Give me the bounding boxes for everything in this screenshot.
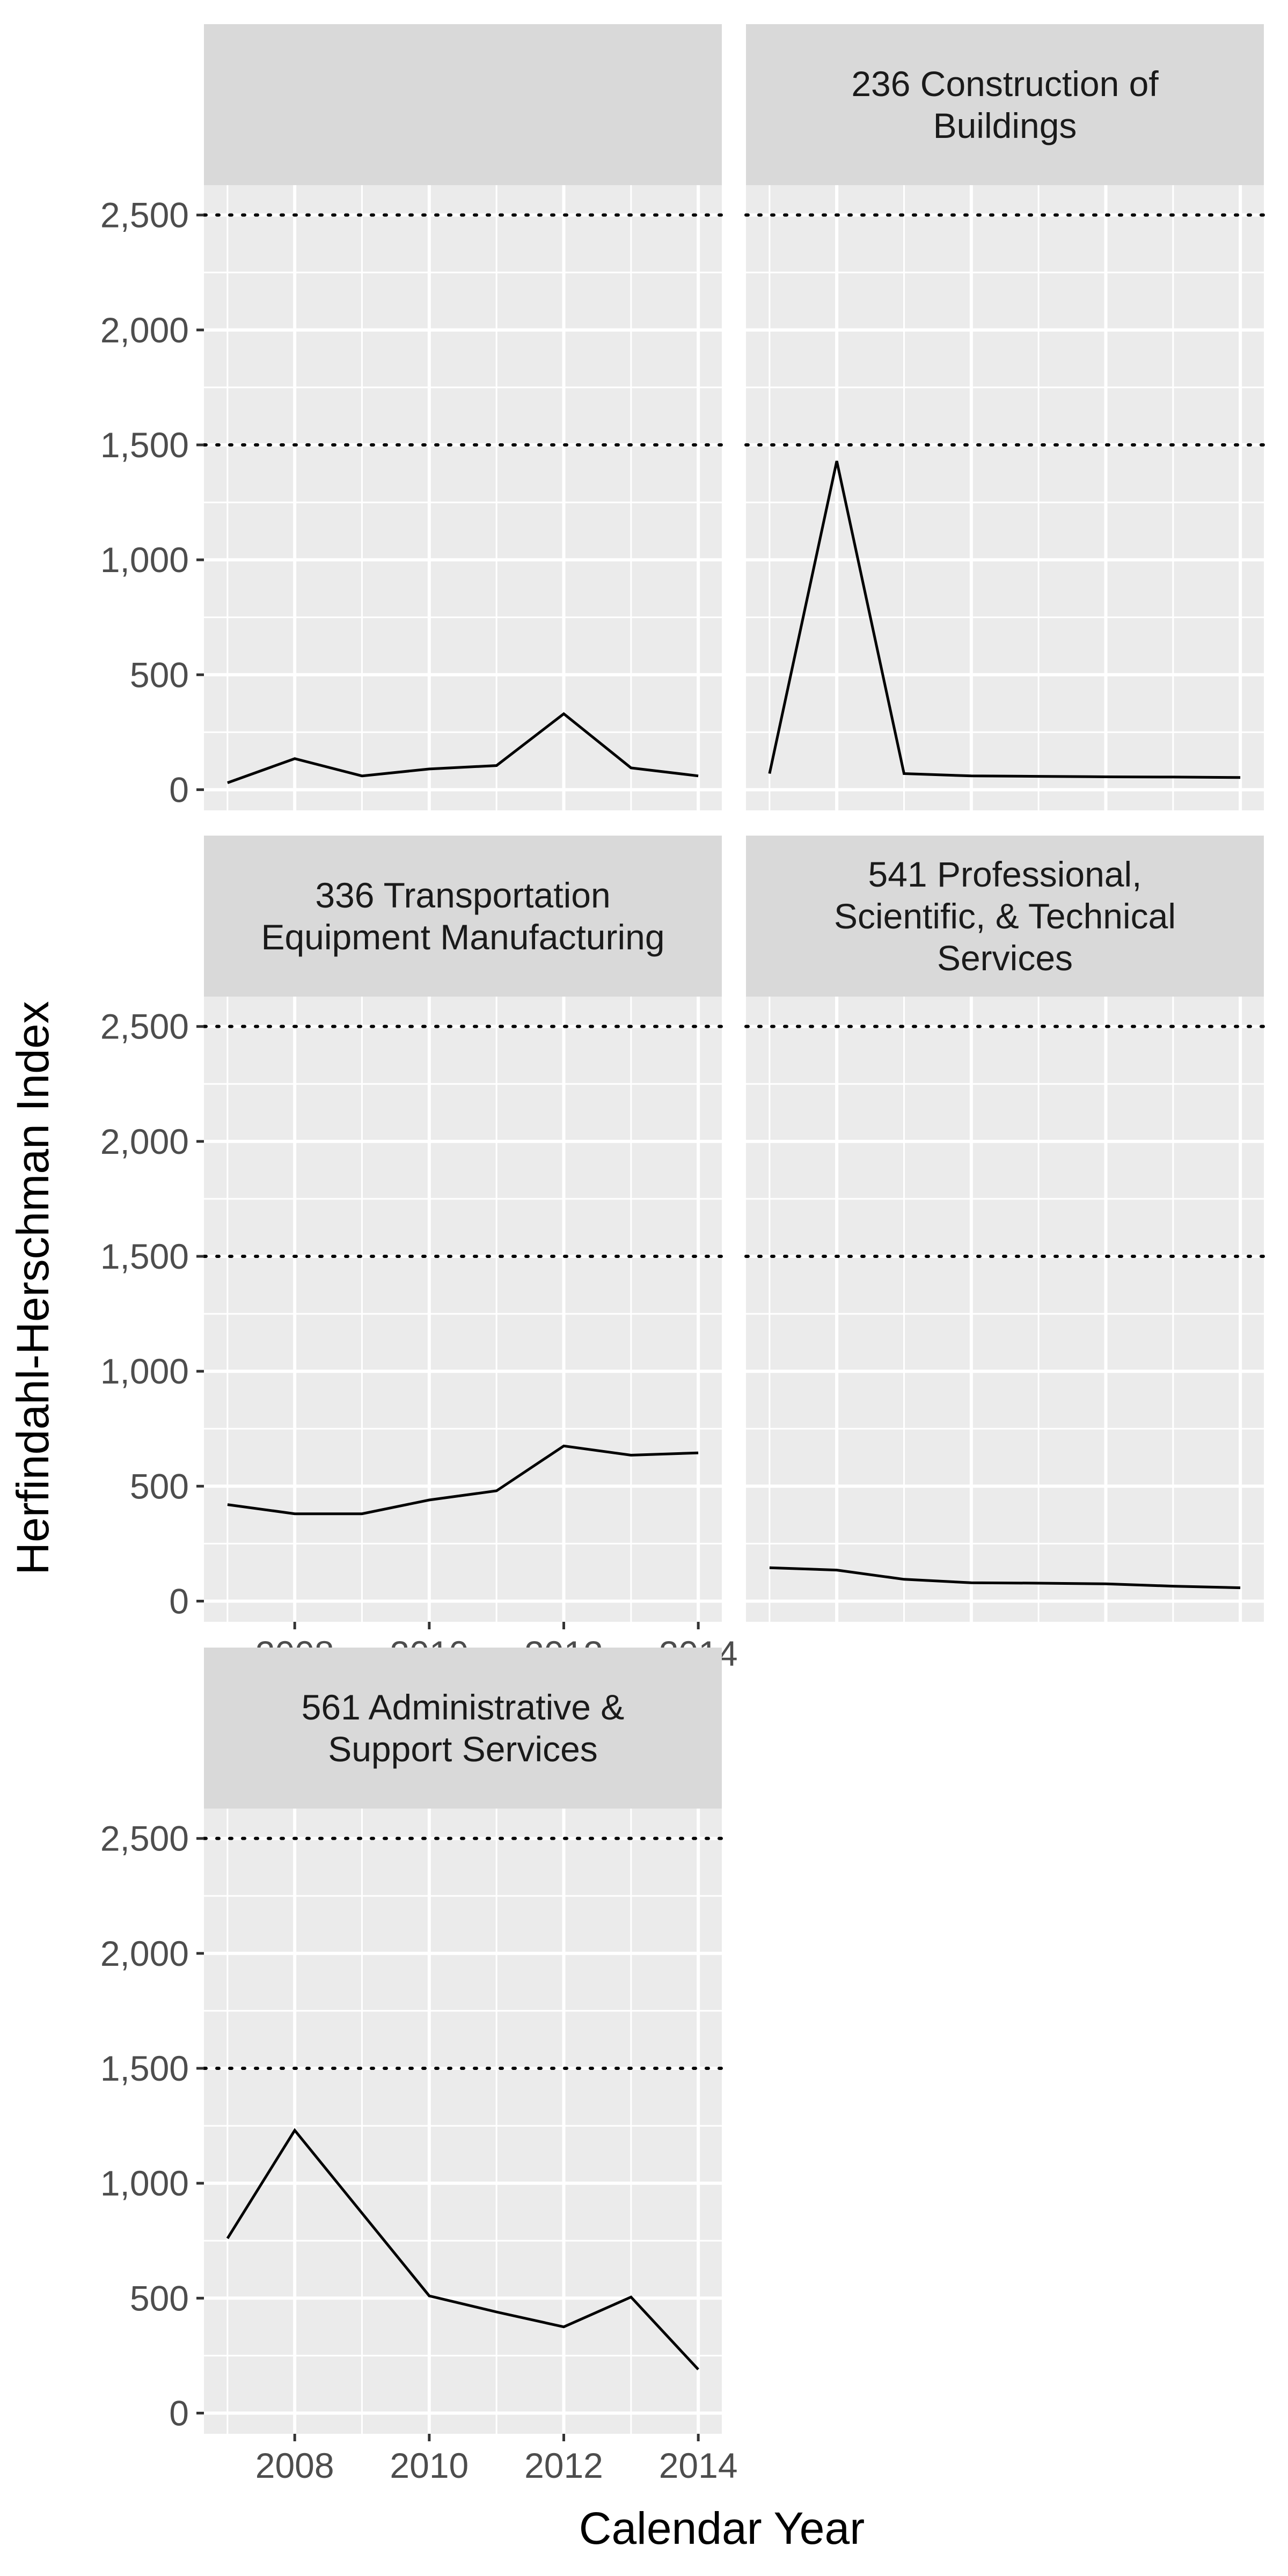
y-tick-label: 2,000 (100, 310, 189, 350)
facet-title-line: 541 Professional, (868, 854, 1142, 894)
facet-strip (746, 836, 1264, 997)
y-axis-title: Herfindahl-Herschman Index (8, 1001, 58, 1575)
panel-background (204, 1809, 722, 2434)
facet-strip (204, 1648, 722, 1809)
y-tick-label: 1,500 (100, 425, 189, 465)
y-tick-label: 2,000 (100, 1122, 189, 1161)
panel-background (204, 185, 722, 810)
x-tick-label: 2010 (390, 2446, 469, 2485)
y-tick-label: 0 (169, 2393, 189, 2433)
facet-strip (204, 836, 722, 997)
facet-title-line: 561 Administrative & (302, 1687, 625, 1727)
y-tick-label: 0 (169, 1581, 189, 1621)
y-tick-label: 1,000 (100, 2163, 189, 2203)
facet-title-line: Equipment Manufacturing (261, 917, 664, 957)
y-tick-label: 2,500 (100, 1007, 189, 1046)
facet-panel-4: 541 Professional,Scientific, & Technical… (744, 836, 1265, 1622)
y-tick-label: 1,500 (100, 1236, 189, 1276)
y-tick-label: 500 (130, 655, 189, 694)
facet-strip (204, 24, 722, 185)
facet-title-line: 236 Construction of (851, 64, 1159, 104)
panel-background (746, 185, 1264, 810)
series-line (227, 1444, 699, 1516)
y-tick-label: 500 (130, 1466, 189, 1506)
facet-title-line: Support Services (328, 1729, 598, 1769)
panel-background (746, 997, 1264, 1622)
facet-panels: 0 500 1,000 1,500 2,000 2,500 236 Construction… (100, 24, 1265, 2485)
series-line (226, 2128, 699, 2370)
facet-strip (746, 24, 1264, 185)
panel-background (204, 997, 722, 1622)
y-tick-label: 2,500 (100, 1819, 189, 1858)
facet-title-line: 336 Transportation (315, 875, 610, 915)
x-tick-label: 2008 (255, 2446, 334, 2485)
x-axis-title: Calendar Year (579, 2503, 865, 2553)
x-tick-label: 2014 (659, 2446, 738, 2485)
facet-title-line: Buildings (933, 106, 1077, 145)
y-tick-label: 2,000 (100, 1934, 189, 1973)
facet-title-line: Scientific, & Technical (834, 896, 1176, 936)
facet-panel-1: 0 500 1,000 1,500 2,000 2,500 (100, 24, 723, 810)
y-tick-label: 2,500 (100, 195, 189, 235)
y-tick-label: 1,000 (100, 1351, 189, 1391)
y-tick-label: 1,000 (100, 540, 189, 580)
facet-title-line: Services (937, 938, 1073, 978)
x-tick-label: 2012 (524, 2446, 603, 2485)
y-tick-label: 1,500 (100, 2048, 189, 2088)
y-tick-label: 0 (169, 770, 189, 809)
y-tick-label: 500 (130, 2278, 189, 2318)
series-line (227, 712, 699, 784)
series-line (768, 460, 1241, 779)
facet-panel-5: 561 Administrative &Support Services 0 500… (100, 1648, 738, 2485)
series-line (769, 1566, 1241, 1590)
